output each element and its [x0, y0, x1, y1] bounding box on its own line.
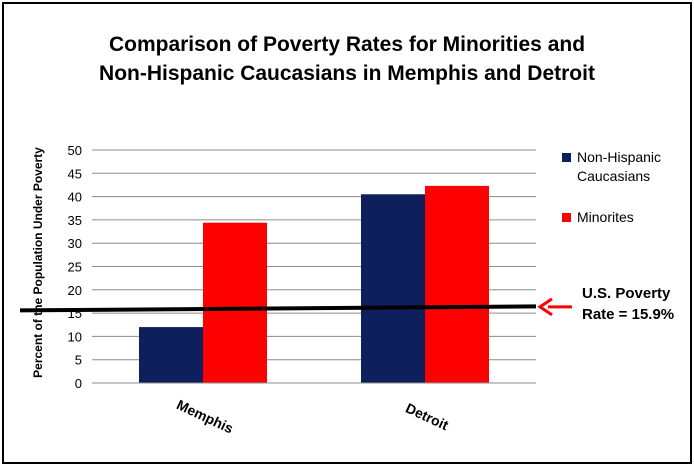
y-tick-label: 30: [68, 236, 82, 251]
legend-swatch-minorities: [562, 213, 571, 222]
poverty-rate-reference-line: [19, 304, 537, 313]
legend-label-non-hispanic-caucasians: Non-Hispanic Caucasians: [577, 149, 662, 184]
bar-detroit-minorites: [425, 185, 489, 383]
y-tick-label: 50: [68, 143, 82, 158]
legend-item-non-hispanic-caucasians: Non-Hispanic Caucasians: [562, 148, 694, 186]
bar-memphis-non-hispanic-caucasians: [139, 327, 203, 383]
y-tick-label: 25: [68, 260, 82, 275]
legend-label-minorities: Minorites: [577, 209, 634, 225]
legend-swatch-non-hispanic-caucasians: [562, 153, 571, 162]
annotation-line-1: U.S. Poverty: [582, 285, 671, 302]
bar-detroit-non-hispanic-caucasians: [361, 194, 425, 383]
chart-title-line-1: Comparison of Poverty Rates for Minoriti…: [108, 33, 586, 56]
y-tick-label: 5: [75, 353, 82, 368]
legend: Non-Hispanic Caucasians Minorites: [562, 148, 694, 249]
y-tick-label: 35: [68, 213, 82, 228]
bars: [139, 185, 489, 383]
chart-title: Comparison of Poverty Rates for Minoriti…: [0, 30, 694, 88]
legend-item-minorities: Minorites: [562, 208, 694, 227]
y-tick-label: 45: [68, 166, 82, 181]
x-tick-label-memphis: Memphis: [174, 396, 236, 436]
x-axis-ticks: Memphis Detroit: [174, 396, 451, 436]
x-tick-label-detroit: Detroit: [403, 400, 451, 434]
chart-title-line-2: Non-Hispanic Caucasians in Memphis and D…: [99, 62, 595, 85]
y-tick-label: 20: [68, 283, 82, 298]
y-tick-label: 0: [75, 376, 82, 391]
poverty-rate-annotation: U.S. Poverty Rate = 15.9%: [582, 283, 674, 325]
reference-arrow: [537, 297, 572, 317]
bar-memphis-minorites: [203, 222, 267, 383]
y-axis-label: Percent of the Population Under Poverty: [31, 147, 45, 378]
y-tick-label: 10: [68, 329, 82, 344]
y-tick-label: 40: [68, 190, 82, 205]
annotation-line-2: Rate = 15.9%: [582, 306, 675, 323]
arrow-head: [537, 297, 553, 317]
